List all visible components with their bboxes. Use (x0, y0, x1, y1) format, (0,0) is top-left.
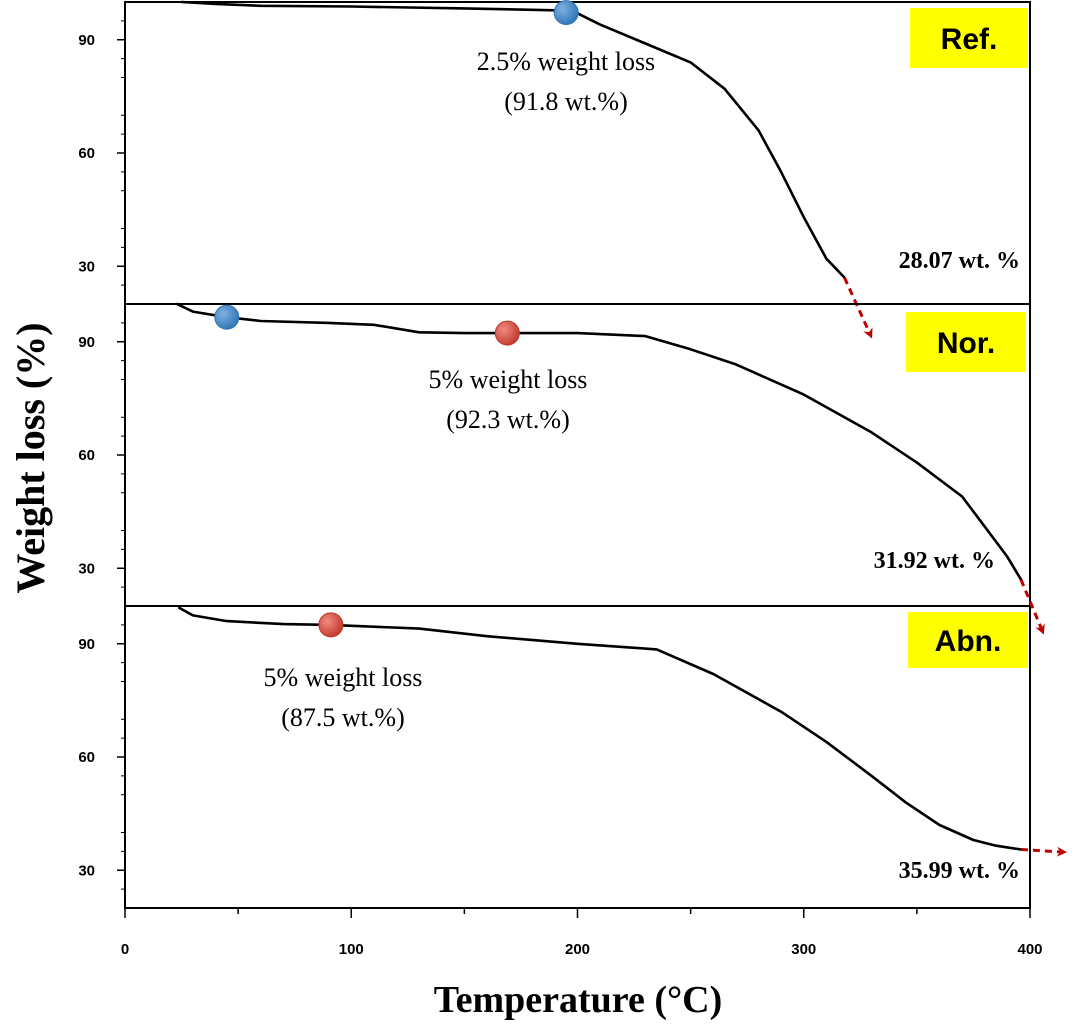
point-marker (494, 320, 520, 346)
point-marker (553, 0, 579, 26)
weight-loss-annotation: 5% weight loss (429, 365, 588, 394)
sample-badge (908, 612, 1028, 668)
sample-badge-label: Nor. (937, 327, 995, 360)
weight-value-annotation: (87.5 wt.%) (281, 703, 404, 732)
y-tick-label: 90 (78, 636, 95, 653)
x-axis: 0 100 200 300 400 (121, 908, 1043, 958)
sample-badge (910, 8, 1028, 68)
y-tick-label: 30 (78, 862, 95, 879)
weight-value-annotation: (92.3 wt.%) (446, 405, 569, 434)
plot-frame (124, 1, 1031, 909)
x-tick-label: 400 (1017, 941, 1042, 958)
continuation-arrow (843, 276, 873, 339)
y-tick-label: 30 (78, 258, 95, 275)
y-tick-label: 90 (78, 32, 95, 49)
weight-value-annotation: (91.8 wt.%) (504, 87, 627, 116)
residual-weight-label: 35.99 wt. % (899, 858, 1020, 884)
panel-0: 90 60 30 2.5% weight loss (91.8 wt.%) 28.07 w… (78, 0, 1028, 339)
x-tick-label: 300 (791, 941, 816, 958)
panel-1: 90 60 30 5% weight loss (92.3 wt.%) 31.92 wt.… (78, 302, 1045, 635)
sample-badge (906, 312, 1026, 372)
panels: 90 60 30 2.5% weight loss (91.8 wt.%) 28.07 w… (78, 0, 1067, 890)
y-tick-label: 60 (78, 749, 95, 766)
y-axis-title: Weight loss (%) (8, 322, 53, 593)
x-axis-title: Temperature (°C) (434, 979, 723, 1021)
sample-badge-label: Ref. (941, 23, 998, 56)
series-line (175, 302, 1023, 581)
series-line (180, 0, 846, 279)
continuation-arrow (1019, 578, 1045, 635)
sample-badge-label: Abn. (935, 625, 1002, 658)
residual-weight-label: 31.92 wt. % (874, 548, 995, 574)
plot-border (124, 1, 1031, 909)
y-tick-label: 60 (78, 447, 95, 464)
x-tick-label: 0 (121, 941, 129, 958)
series-line (178, 606, 1023, 851)
weight-loss-annotation: 5% weight loss (264, 663, 423, 692)
residual-weight-label: 28.07 wt. % (899, 248, 1020, 274)
point-marker (318, 612, 344, 638)
x-tick-label: 100 (339, 941, 364, 958)
panel-2: 90 60 30 5% weight loss (87.5 wt.%) 35.99 wt.… (78, 605, 1067, 890)
y-tick-label: 60 (78, 145, 95, 162)
y-tick-label: 90 (78, 334, 95, 351)
x-tick-label: 200 (565, 941, 590, 958)
y-tick-label: 30 (78, 560, 95, 577)
weight-loss-annotation: 2.5% weight loss (477, 47, 655, 76)
point-marker (214, 304, 240, 330)
continuation-arrow (1020, 846, 1067, 857)
